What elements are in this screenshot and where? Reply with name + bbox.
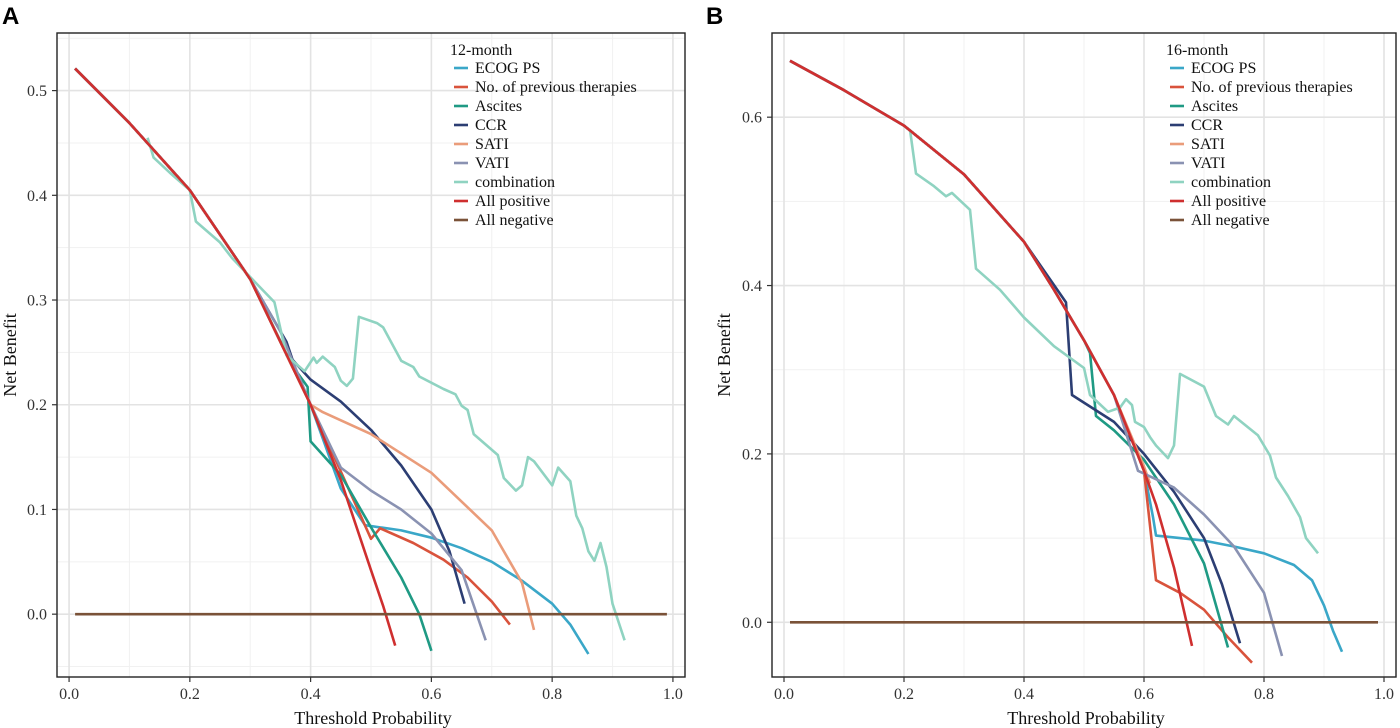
- plot-frame: [771, 32, 1397, 678]
- legend-item-ecog-ps: ECOG PS: [454, 60, 540, 77]
- curve-ccr: [789, 59, 1242, 644]
- legend-item-sati: SATI: [454, 136, 509, 153]
- curve-no-of-previous-therapies: [789, 59, 1253, 664]
- curve-sati: [74, 67, 536, 631]
- y-axis-title: Net Benefit: [0, 313, 20, 396]
- legend-label: Ascites: [475, 98, 522, 115]
- curve-ascites: [789, 59, 1230, 648]
- x-tick-label: 1.0: [663, 686, 683, 703]
- panel-b: 0.0 0.2 0.4 0.6 0.8 1.0 0.0 0.2 0.4 0.6 Threshold …: [706, 3, 1397, 728]
- legend-label: Ascites: [1191, 98, 1238, 115]
- legend-item-vati: VATI: [454, 155, 509, 172]
- x-tick-label: 0.2: [180, 686, 200, 703]
- x-tick-label: 0.6: [1134, 686, 1154, 703]
- y-axis-title: Net Benefit: [714, 313, 734, 396]
- curve-combination: [908, 129, 1320, 555]
- legend-item-ascites: Ascites: [1170, 98, 1238, 115]
- legend-label: No. of previous therapies: [1191, 79, 1353, 96]
- legend-title: 16-month: [1166, 42, 1228, 59]
- legend-title: 12-month: [450, 42, 512, 59]
- x-tick-label: 0.4: [1014, 686, 1034, 703]
- legend-item-all-negative: All negative: [454, 212, 554, 229]
- axes: 0.0 0.2 0.4 0.6 0.8 1.0 0.0 0.2 0.4 0.6: [742, 110, 1394, 703]
- panel-label: B: [706, 3, 723, 30]
- legend-label: VATI: [475, 155, 509, 172]
- x-tick-label: 0.6: [421, 686, 441, 703]
- legend-item-all-positive: All positive: [1170, 193, 1266, 210]
- x-tick-label: 0.0: [774, 686, 794, 703]
- curve-vati: [74, 67, 487, 641]
- legend-label: VATI: [1191, 155, 1225, 172]
- legend-item-ccr: CCR: [454, 117, 507, 134]
- legend-item-no-of-previous-therapies: No. of previous therapies: [454, 79, 637, 96]
- legend-item-sati: SATI: [1170, 136, 1225, 153]
- x-tick-label: 1.0: [1374, 686, 1394, 703]
- curves: [74, 67, 667, 655]
- legend-item-ascites: Ascites: [454, 98, 522, 115]
- curve-all-positive: [74, 67, 397, 646]
- legend-item-all-negative: All negative: [1170, 212, 1270, 229]
- legend-item-vati: VATI: [1170, 155, 1225, 172]
- legend-label: CCR: [475, 117, 507, 134]
- curve-ascites: [74, 67, 433, 652]
- legend-label: SATI: [475, 136, 509, 153]
- legend-item-no-of-previous-therapies: No. of previous therapies: [1170, 79, 1353, 96]
- y-tick-label: 0.3: [27, 293, 47, 310]
- curve-all-positive: [789, 59, 1194, 647]
- legend-label: combination: [1191, 174, 1271, 191]
- y-tick-label: 0.2: [27, 397, 47, 414]
- legend-label: ECOG PS: [1191, 60, 1256, 77]
- legend-label: No. of previous therapies: [475, 79, 637, 96]
- grid: [772, 33, 1396, 677]
- x-tick-label: 0.8: [542, 686, 562, 703]
- y-tick-label: 0.0: [27, 607, 47, 624]
- y-tick-label: 0.2: [742, 446, 762, 463]
- plot-frame: [56, 32, 686, 678]
- x-tick-label: 0.2: [894, 686, 914, 703]
- x-axis-title: Threshold Probability: [294, 708, 451, 728]
- legend-item-combination: combination: [454, 174, 555, 191]
- panel-label: A: [2, 3, 19, 30]
- legend-label: All positive: [1191, 193, 1266, 210]
- x-tick-label: 0.0: [59, 686, 79, 703]
- y-tick-label: 0.1: [27, 502, 47, 519]
- legend-item-combination: combination: [1170, 174, 1271, 191]
- y-tick-label: 0.6: [742, 110, 762, 127]
- x-axis-title: Threshold Probability: [1007, 708, 1164, 728]
- y-tick-label: 0.0: [742, 615, 762, 632]
- legend-label: All positive: [475, 193, 550, 210]
- panel-a: 0.0 0.2 0.4 0.6 0.8 1.0 0.0 0.1 0.2 0.3 0.4 0.5 Thre…: [0, 3, 686, 728]
- legend-item-all-positive: All positive: [454, 193, 550, 210]
- legend-item-ccr: CCR: [1170, 117, 1223, 134]
- y-tick-label: 0.4: [27, 188, 47, 205]
- y-tick-label: 0.4: [742, 278, 762, 295]
- legend-label: SATI: [1191, 136, 1225, 153]
- axes: 0.0 0.2 0.4 0.6 0.8 1.0 0.0 0.1 0.2 0.3 0.4 0.5: [27, 83, 683, 703]
- y-tick-label: 0.5: [27, 83, 47, 100]
- curves: [789, 59, 1378, 664]
- legend-label: All negative: [1191, 212, 1270, 229]
- legend-label: ECOG PS: [475, 60, 540, 77]
- x-tick-label: 0.4: [301, 686, 321, 703]
- x-tick-label: 0.8: [1254, 686, 1274, 703]
- curve-ccr: [74, 67, 466, 605]
- curve-combination: [146, 137, 626, 641]
- legend-label: All negative: [475, 212, 554, 229]
- legend-item-ecog-ps: ECOG PS: [1170, 60, 1256, 77]
- grid: [57, 33, 685, 677]
- legend-label: CCR: [1191, 117, 1223, 134]
- legend-label: combination: [475, 174, 555, 191]
